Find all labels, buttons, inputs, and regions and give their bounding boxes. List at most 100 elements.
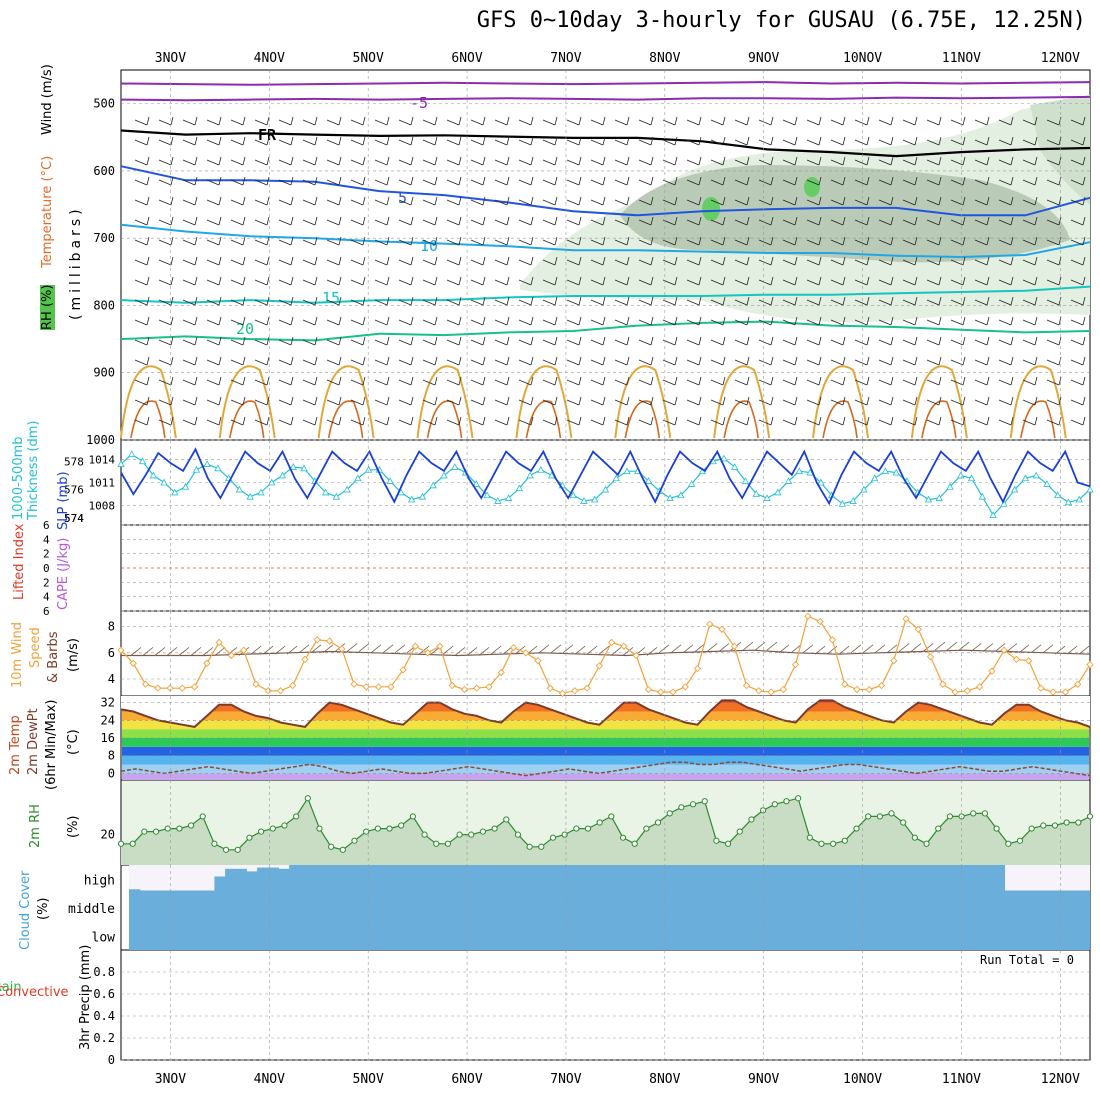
surface-loop-outer xyxy=(713,365,771,439)
wind-barb xyxy=(134,219,148,226)
wind-barb-flag xyxy=(986,176,990,186)
wind-barb-flag xyxy=(794,256,798,266)
wind-barb-flag xyxy=(170,216,174,226)
wind-barb xyxy=(446,319,460,326)
slp-ytick-1011: 1011 xyxy=(89,477,116,490)
thickness-point xyxy=(1021,474,1030,482)
wind-barb-flag xyxy=(458,196,462,206)
wind-barb xyxy=(254,339,268,346)
wind-speed-point xyxy=(338,645,346,653)
thickness-point xyxy=(666,494,674,501)
thickness-point xyxy=(472,480,480,487)
wind-barb-flag xyxy=(1010,396,1014,406)
wind-barb-flag xyxy=(386,336,390,346)
wind-barb-flag xyxy=(506,176,510,186)
wind-barb-flag xyxy=(482,116,486,126)
wind-barb xyxy=(302,179,316,186)
rh-point xyxy=(573,825,580,832)
wind-barb xyxy=(686,359,700,366)
wind-barb-flag xyxy=(458,156,462,166)
wind-barb-flag xyxy=(794,356,798,366)
wind-barb xyxy=(518,199,532,206)
wind-barb xyxy=(470,419,484,426)
wind-barb xyxy=(758,399,772,406)
wind-barb-flag xyxy=(242,396,246,406)
wind-barb xyxy=(446,219,460,226)
wind-barb xyxy=(710,339,724,346)
wind-barb xyxy=(638,299,652,306)
wind-barb xyxy=(278,379,292,386)
wind-barb xyxy=(1046,359,1060,366)
cloud-high-bar xyxy=(961,865,974,891)
wind-barb-flag xyxy=(194,276,198,286)
wind-barb-flag xyxy=(482,396,486,406)
wind-barb-flag xyxy=(962,356,966,366)
wind-barb-flag xyxy=(218,296,222,306)
wind-barb-flag xyxy=(722,136,726,146)
wind-barb-flag xyxy=(170,376,174,386)
wind-barb xyxy=(926,259,940,266)
wind-barb-flag xyxy=(362,356,366,366)
wind-barb-flag xyxy=(698,396,702,406)
temp-ytick-8: 8 xyxy=(108,749,115,763)
wind-barb xyxy=(326,359,340,366)
wind-barb-flag xyxy=(722,296,726,306)
wind-barb xyxy=(422,399,436,406)
wind-barb-flag xyxy=(938,136,942,146)
wind-barb xyxy=(638,279,652,286)
wind-barb xyxy=(854,339,868,346)
wind-barb xyxy=(854,319,868,326)
wind-barb xyxy=(830,199,844,206)
wind-barb xyxy=(326,299,340,306)
wind-barb xyxy=(302,119,316,126)
wind-barb xyxy=(1070,259,1084,266)
wind-barb xyxy=(134,379,148,386)
wind-barb xyxy=(1070,179,1084,186)
wind-barb-flag xyxy=(914,276,918,286)
wind-barb-flag xyxy=(1034,276,1038,286)
wind-barb-flag xyxy=(1034,196,1038,206)
wind-barb xyxy=(686,159,700,166)
wind-barb-flag xyxy=(866,236,870,246)
wind-barb xyxy=(254,119,268,126)
thickness-point xyxy=(1043,480,1051,487)
wind-barb xyxy=(158,259,172,266)
surface-loop-inner xyxy=(426,400,463,439)
wind-barb xyxy=(398,299,412,306)
wind-barb-flag xyxy=(962,236,966,246)
wind-barb-flag xyxy=(1082,376,1086,386)
wind-barb-flag xyxy=(410,316,414,326)
wind-barb-flag xyxy=(602,116,606,126)
wind-barb-flag xyxy=(650,416,654,426)
wind-barb-flag xyxy=(818,216,822,226)
wind-speed-point xyxy=(841,680,849,688)
wind-barb xyxy=(734,379,748,386)
wind-barb xyxy=(470,199,484,206)
wind-barb xyxy=(998,319,1012,326)
wind-barb xyxy=(974,239,988,246)
wind-barb xyxy=(398,339,412,346)
wind-barb-flag xyxy=(170,176,174,186)
wind-speed-point xyxy=(779,685,787,694)
rh-point xyxy=(748,816,755,823)
thickness-point xyxy=(504,494,513,501)
surface-wind-barb xyxy=(454,647,466,656)
wind-barb xyxy=(446,359,460,366)
wind-barb xyxy=(734,219,748,226)
wind-barb xyxy=(182,379,196,386)
wind-barb xyxy=(158,299,172,306)
precip-ytick-4: 0.8 xyxy=(93,965,115,979)
wind-barb-flag xyxy=(386,116,390,126)
thickness-point xyxy=(440,471,448,479)
wind-barb xyxy=(446,419,460,426)
wind-barb xyxy=(758,219,772,226)
wind-barb-flag xyxy=(434,376,438,386)
wind-barb-flag xyxy=(506,196,510,206)
wind-barb-flag xyxy=(626,156,630,166)
wind-barb xyxy=(854,219,868,226)
wind-barb xyxy=(710,379,724,386)
cloud-high-bar xyxy=(855,865,867,891)
wind-barb xyxy=(182,279,196,286)
wind-barb xyxy=(758,299,772,306)
wind-barb xyxy=(254,239,268,246)
